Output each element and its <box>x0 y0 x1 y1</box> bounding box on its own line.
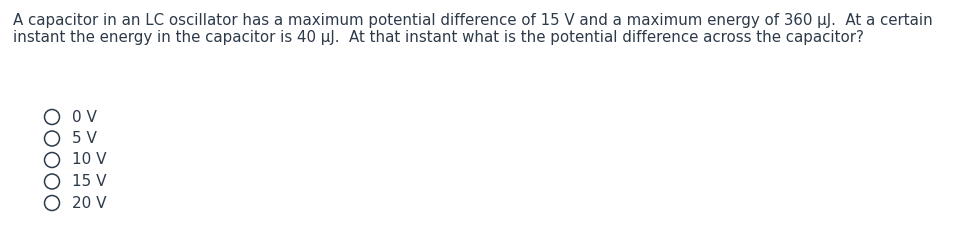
Text: 10 V: 10 V <box>72 152 106 167</box>
Text: A capacitor in an LC oscillator has a maximum potential difference of 15 V and a: A capacitor in an LC oscillator has a ma… <box>13 13 933 45</box>
Text: 0 V: 0 V <box>72 109 96 124</box>
Text: 20 V: 20 V <box>72 195 106 210</box>
Text: 5 V: 5 V <box>72 131 96 146</box>
Text: 15 V: 15 V <box>72 174 106 189</box>
